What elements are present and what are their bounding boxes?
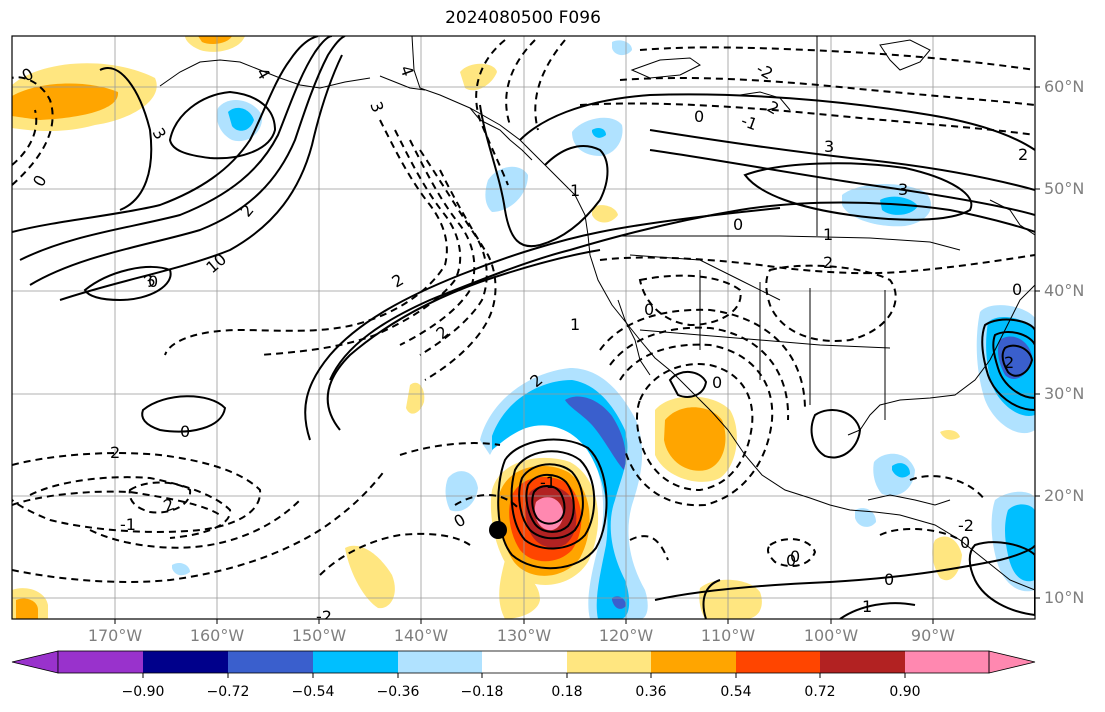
contour-label: 0 [180,422,190,441]
colorbar-bin [143,651,228,673]
colorbar-bin [651,651,736,673]
contour-label: 2 [110,443,120,462]
lon-label-140w: 140°W [393,626,449,645]
colorbar-bin [58,651,143,673]
contour-label: 2 [823,253,833,272]
colorbar-tick-label: 0.72 [804,684,836,700]
map-title: 2024080500 F096 [445,8,601,28]
contour-label: -1 [540,473,556,492]
lon-label-130w: 130°W [496,626,552,645]
contour-label: 3 [898,180,908,199]
contour-label: 1 [862,597,872,616]
contour-label: 1 [823,225,833,244]
contour-label: -2 [958,516,974,535]
colorbar-bin [736,651,820,673]
colorbar-tick-label: −0.54 [291,684,335,700]
contour-label: 0 [733,215,743,234]
colorbar-bin [482,651,567,673]
colorbar-bin [567,651,651,673]
lon-label-170w: 170°W [87,626,143,645]
lat-label-40n: 40°N [1044,281,1085,300]
storm-marker-icon [489,521,507,539]
contour-label: 1 [570,181,580,200]
lat-label-20n: 20°N [1044,486,1085,505]
lat-label-10n: 10°N [1044,588,1085,607]
dashed-contours [12,39,1035,583]
colorbar-bin [228,651,313,673]
contour-label: 0 [1012,280,1022,299]
lat-label-30n: 30°N [1044,384,1085,403]
axis-ticks [114,86,1040,624]
contour-label: 3 [824,137,834,156]
lat-label-60n: 60°N [1044,77,1085,96]
map-area: 0 3 4 3 0 2 3 10 4 2 2 0 2 0 3 1 2 0 -1 … [12,36,1035,626]
contour-label: 2 [1018,145,1028,164]
colorbar-bin [820,651,905,673]
positive-shading [12,36,962,619]
solid-contours [12,36,1035,619]
contour-label: 0 [644,300,654,319]
colorbar-bin [313,651,398,673]
contour-label: 0 [786,551,796,570]
contour-label: -1 [739,111,760,134]
lat-label-50n: 50°N [1044,179,1085,198]
lon-label-100w: 100°W [803,626,859,645]
lon-label-160w: 160°W [189,626,245,645]
contour-label: 0 [148,272,158,291]
colorbar-tick-label: −0.18 [460,684,504,700]
colorbar-tick-label: −0.72 [206,684,250,700]
colorbar-bin [905,651,989,673]
colorbar-tick-label: 0.54 [720,684,752,700]
lon-label-90w: 90°W [910,626,956,645]
graticule [12,36,1035,619]
lon-label-150w: 150°W [291,626,347,645]
contour-label: 0 [790,547,800,566]
colorbar-bin [398,651,482,673]
contour-label: -2 [316,607,332,626]
colorbar-extend-low [11,650,59,674]
coastlines [159,36,1035,591]
contour-label: 0 [884,570,894,589]
contour-label: -1 [120,515,136,534]
colorbar-tick-label: −0.90 [121,684,165,700]
contour-label: 0 [694,107,704,126]
colorbar-tick-label: 0.90 [889,684,921,700]
contour-label: 0 [960,533,970,552]
lon-label-110w: 110°W [700,626,756,645]
colorbar-tick-label: −0.36 [376,684,420,700]
colorbar [11,650,1036,678]
colorbar-extend-high [988,650,1036,674]
colorbar-tick-label: 0.18 [551,684,583,700]
contour-label: 1 [570,315,580,334]
lon-label-120w: 120°W [598,626,654,645]
contour-label: 0 [712,373,722,392]
contour-label: 2 [1004,353,1014,372]
colorbar-tick-label: 0.36 [635,684,667,700]
